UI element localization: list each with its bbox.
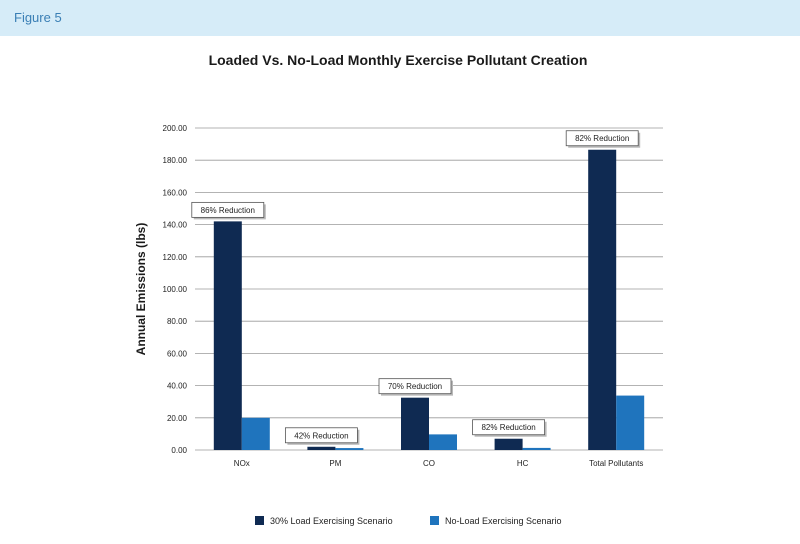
annotation-box bbox=[565, 130, 639, 147]
bar-no-load bbox=[522, 447, 551, 450]
annotation-label: 82% Reduction bbox=[481, 423, 535, 432]
y-tick-label: 140.00 bbox=[163, 221, 188, 230]
annotation-box bbox=[284, 427, 358, 444]
legend-label: No-Load Exercising Scenario bbox=[445, 516, 562, 526]
legend-label: 30% Load Exercising Scenario bbox=[270, 516, 393, 526]
y-tick-label: 20.00 bbox=[167, 414, 188, 423]
bar-30pct-load bbox=[401, 397, 429, 450]
y-tick-label: 80.00 bbox=[167, 317, 188, 326]
y-tick-label: 0.00 bbox=[171, 446, 187, 455]
legend: 30% Load Exercising Scenario No-Load Exer… bbox=[255, 516, 562, 526]
annotation-box bbox=[378, 378, 452, 395]
y-tick-label: 120.00 bbox=[163, 253, 188, 262]
bar-no-load bbox=[335, 448, 364, 450]
bar-no-load bbox=[429, 434, 457, 450]
bar-30pct-load bbox=[494, 438, 523, 450]
y-tick-label: 60.00 bbox=[167, 349, 188, 358]
bar-30pct-load bbox=[588, 149, 617, 451]
y-tick-label: 100.00 bbox=[163, 285, 188, 294]
gridlines bbox=[195, 127, 663, 451]
annotations: 86% Reduction 42% Reduction 70% Reduction 8… bbox=[191, 130, 641, 445]
bar-chart: Loaded Vs. No-Load Monthly Exercise Poll… bbox=[134, 52, 663, 526]
y-tick-label: 200.00 bbox=[163, 124, 188, 133]
annotation-label: 86% Reduction bbox=[201, 206, 255, 215]
y-tick-label: 160.00 bbox=[163, 188, 188, 197]
y-axis-label: Annual Emissions (lbs) bbox=[134, 223, 148, 356]
annotation-label: 82% Reduction bbox=[575, 134, 629, 143]
legend-swatch bbox=[430, 516, 439, 525]
x-tick-label: HC bbox=[517, 459, 529, 468]
legend-swatch bbox=[255, 516, 264, 525]
annotation-label: 70% Reduction bbox=[388, 382, 442, 391]
y-tick-label: 180.00 bbox=[163, 156, 188, 165]
bars bbox=[213, 149, 645, 451]
figure-header: Figure 5 bbox=[0, 0, 800, 36]
bar-no-load bbox=[616, 395, 645, 450]
annotation-label: 42% Reduction bbox=[294, 431, 348, 440]
annotation-box bbox=[191, 201, 265, 218]
x-tick-label: PM bbox=[329, 459, 341, 468]
x-axis-ticks: NOx PM CO HC Total Pollutants bbox=[234, 459, 644, 468]
figure-label: Figure 5 bbox=[14, 10, 62, 25]
x-tick-label: Total Pollutants bbox=[589, 459, 643, 468]
chart-title: Loaded Vs. No-Load Monthly Exercise Poll… bbox=[209, 52, 588, 68]
annotation-box bbox=[472, 419, 546, 436]
x-tick-label: CO bbox=[423, 459, 435, 468]
y-tick-label: 40.00 bbox=[167, 382, 188, 391]
bar-30pct-load bbox=[213, 221, 242, 450]
y-axis-ticks: 0.00 20.00 40.00 60.00 80.00 100.00 120.00 140.… bbox=[163, 124, 188, 455]
bar-30pct-load bbox=[307, 446, 336, 450]
x-tick-label: NOx bbox=[234, 459, 250, 468]
bar-no-load bbox=[241, 417, 270, 450]
